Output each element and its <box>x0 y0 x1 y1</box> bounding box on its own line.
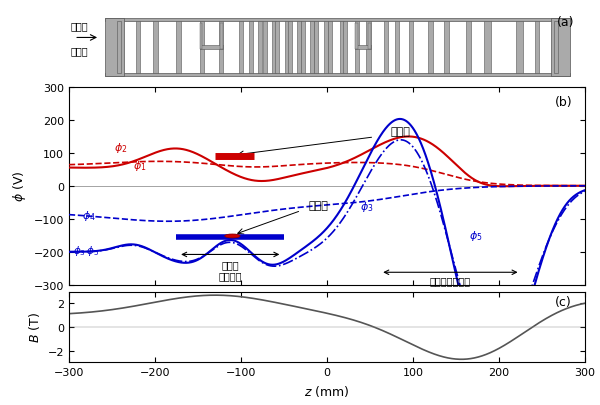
Bar <box>218 22 223 74</box>
Bar <box>297 22 301 74</box>
Bar <box>220 24 223 50</box>
Bar <box>310 22 314 74</box>
Bar <box>444 22 449 74</box>
Bar <box>284 22 289 74</box>
Bar <box>384 22 388 74</box>
Text: $\phi_3\,\phi_5$: $\phi_3\,\phi_5$ <box>73 243 100 258</box>
Text: 陽電子: 陽電子 <box>70 46 88 56</box>
Bar <box>105 19 569 22</box>
Bar <box>355 46 371 50</box>
Y-axis label: $\phi$ (V): $\phi$ (V) <box>11 171 28 202</box>
Bar <box>328 22 332 74</box>
Bar <box>314 22 318 74</box>
Bar <box>301 22 305 74</box>
Bar <box>263 22 267 74</box>
Bar <box>535 22 539 74</box>
Bar <box>551 19 569 77</box>
Bar <box>239 22 243 74</box>
Bar <box>200 46 223 50</box>
Bar <box>355 22 359 74</box>
Bar <box>395 22 399 74</box>
Bar <box>200 22 204 74</box>
Text: (a): (a) <box>557 16 575 29</box>
Bar <box>200 24 202 50</box>
Y-axis label: $B$ (T): $B$ (T) <box>27 312 42 343</box>
Bar <box>249 22 253 74</box>
Bar <box>136 22 140 74</box>
Text: (b): (b) <box>554 96 572 109</box>
Text: 反陽子: 反陽子 <box>308 200 328 210</box>
Bar <box>428 22 433 74</box>
Bar <box>105 74 569 77</box>
Bar <box>409 22 413 74</box>
Text: (c): (c) <box>556 295 572 308</box>
Text: $\phi_5$: $\phi_5$ <box>469 228 482 242</box>
Bar <box>367 22 371 74</box>
Bar <box>117 22 121 74</box>
Bar <box>343 22 347 74</box>
Bar <box>554 22 558 74</box>
Bar <box>272 22 275 74</box>
Bar <box>324 22 328 74</box>
Text: $\phi_3$: $\phi_3$ <box>359 200 373 214</box>
Bar <box>466 22 471 74</box>
Text: $\phi_2$: $\phi_2$ <box>114 141 127 154</box>
Text: 再電離トラップ: 再電離トラップ <box>430 275 470 285</box>
X-axis label: $z$ (mm): $z$ (mm) <box>304 383 350 398</box>
Text: $\phi_4$: $\phi_4$ <box>82 208 96 222</box>
Bar <box>368 24 371 50</box>
Bar <box>288 22 292 74</box>
Bar <box>176 22 181 74</box>
Bar <box>105 19 124 77</box>
Text: 入れ子
トラップ: 入れ子 トラップ <box>219 260 242 281</box>
Bar <box>484 22 491 74</box>
Bar <box>340 22 344 74</box>
Bar <box>516 22 523 74</box>
Bar <box>257 22 262 74</box>
Bar <box>154 22 158 74</box>
Text: $\phi_1$: $\phi_1$ <box>133 159 147 173</box>
Bar <box>355 24 358 50</box>
Bar <box>275 22 279 74</box>
Ellipse shape <box>224 234 240 239</box>
Text: 陽電子: 陽電子 <box>390 126 410 136</box>
Text: 反陽子: 反陽子 <box>70 21 88 31</box>
